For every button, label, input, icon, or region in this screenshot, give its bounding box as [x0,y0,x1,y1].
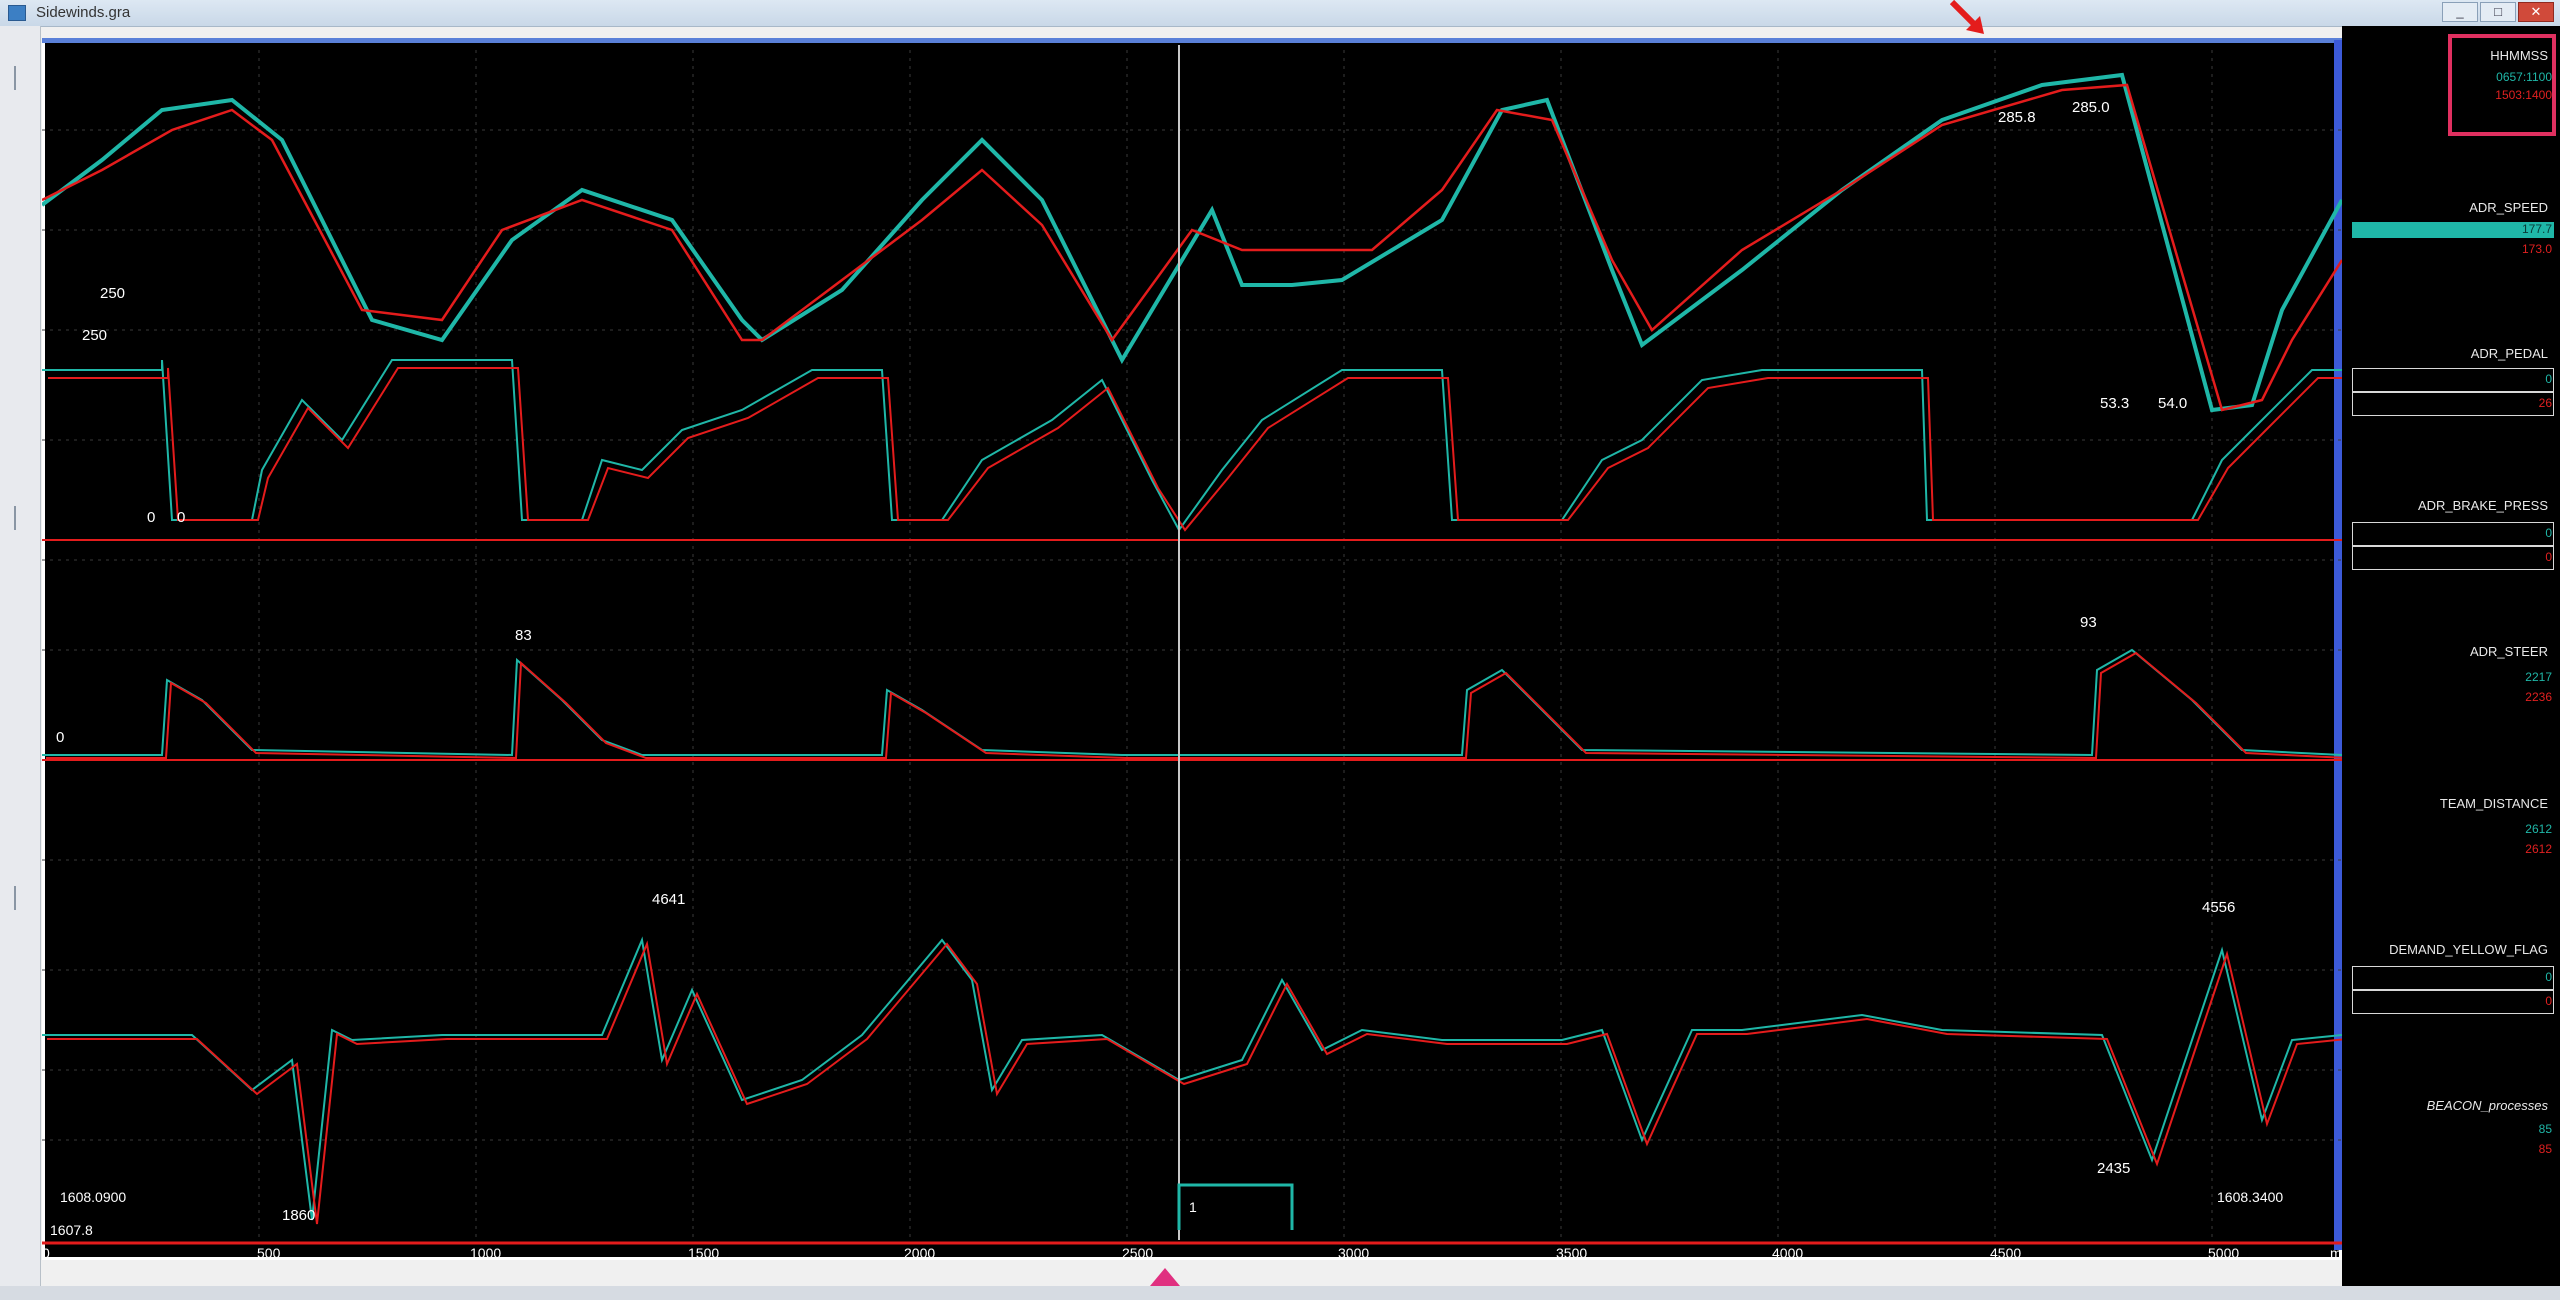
speed-max-label-a: 285.8 [1998,109,2036,126]
channel-value-b: 173.0 [2521,242,2552,256]
speed-max-label-b: 285.0 [2072,99,2110,116]
channel-value-b: 2236 [2525,690,2552,704]
channel-name: ADR_STEER [2469,644,2548,659]
channel-name: ADR_SPEED [2469,200,2548,215]
speed-bar [2352,222,2554,238]
channel-value-a: 85 [2538,1122,2552,1136]
yellow-flag-gauge-a [2352,966,2554,990]
window-title: Sidewinds.gra [36,4,131,21]
maximize-button[interactable]: □ [2480,2,2516,22]
pedal-trace-teal [42,359,2342,532]
lap-marker-box [1177,1183,1294,1230]
channel-value-b: 2612 [2525,842,2552,856]
minimize-button[interactable]: _ [2442,2,2478,22]
channel-name: HHMMSS [2490,48,2548,63]
splitter-handle[interactable] [14,506,16,530]
steer-trace-red [47,940,2342,1225]
yellow-flag-gauge-b [2352,990,2554,1014]
channel-value-b: 0 [2545,994,2552,1008]
speed-min-label-a: 53.3 [2100,395,2129,412]
channel-value-a: 0 [2545,526,2552,540]
pedal-trace-red [48,367,2342,532]
x-tick: 5000 [2208,1245,2239,1260]
x-tick: 0 [42,1245,50,1260]
splitter-handle[interactable] [14,886,16,910]
x-tick: 2500 [1122,1245,1153,1260]
data-traces [42,72,2342,1225]
zero-label-b: 0 [177,509,185,526]
channel-value-a: 0 [2545,372,2552,386]
window-titlebar: Sidewinds.gra _ □ ✕ [0,0,2560,27]
graph-top-border [42,38,2342,43]
brake-trace-red [46,651,2342,760]
steer-max-label-b: 4556 [2202,899,2235,916]
brake-zero-label: 0 [56,729,64,746]
steer-min-label-b: 2435 [2097,1160,2130,1177]
time-label-c: 1608.3400 [2217,1189,2283,1205]
brake-trace-teal [42,648,2342,757]
brake-gauge-b [2352,546,2554,570]
splitter-handle[interactable] [14,66,16,90]
brake-label-b: 93 [2080,614,2097,631]
channel-value-a: 2217 [2525,670,2552,684]
channel-value-b: 85 [2538,1142,2552,1156]
channel-name: DEMAND_YELLOW_FLAG [2389,942,2548,957]
x-tick: 500 [257,1245,281,1260]
telemetry-graph[interactable]: 285.8 285.0 53.3 54.0 250 250 0 0 83 93 … [42,40,2342,1260]
channel-value-a: 0 [2545,970,2552,984]
pedal-gauge-a [2352,368,2554,392]
window-controls: _ □ ✕ [2442,2,2554,22]
channel-value-b: 0 [2545,550,2552,564]
pedal-label-a: 250 [100,285,125,302]
x-tick: 4500 [1990,1245,2021,1260]
channel-value-b: 26 [2538,396,2552,410]
annotation-arrow-icon [1950,0,1984,34]
grid-lines [42,50,2342,1240]
brake-gauge-a [2352,522,2554,546]
close-button[interactable]: ✕ [2518,2,2554,22]
steer-max-label-a: 4641 [652,891,685,908]
channel-value-a: 0657:1100 [2496,70,2552,84]
zero-label-a: 0 [147,509,155,526]
status-bar [0,1286,2560,1300]
steer-min-label-a: 1860 [282,1207,315,1224]
x-tick: 1000 [470,1245,501,1260]
channel-value-a: 177.7 [2521,222,2552,236]
x-tick: 3500 [1556,1245,1587,1260]
time-label-b: 1607.8 [50,1222,93,1238]
left-toolbar [0,26,41,1286]
channel-value-b: 1503:1400 [2495,88,2552,102]
channel-name: TEAM_DISTANCE [2439,796,2548,811]
channel-panel: HHMMSS 0657:1100 1503:1400 ADR_SPEED 177… [2342,26,2560,1286]
x-tick: 2000 [904,1245,935,1260]
time-label-a: 1608.0900 [60,1189,126,1205]
graph-scrollbar[interactable] [2334,40,2342,1250]
pedal-gauge-b [2352,392,2554,416]
x-tick: 1500 [688,1245,719,1260]
x-tick: 4000 [1772,1245,1803,1260]
x-tick: 3000 [1338,1245,1369,1260]
app-icon [8,5,26,21]
speed-trace-red [42,83,2342,412]
speed-min-label-b: 54.0 [2158,395,2187,412]
pedal-label-b: 250 [82,327,107,344]
x-unit: m [2330,1245,2342,1260]
highlight-box [2448,34,2556,136]
channel-name: BEACON_processes [2426,1098,2548,1113]
brake-label-a: 83 [515,627,532,644]
speed-trace-teal [42,72,2342,413]
channel-name: ADR_BRAKE_PRESS [2417,498,2548,513]
cursor-label: 1 [1189,1199,1197,1215]
channel-name: ADR_PEDAL [2470,346,2548,361]
steer-trace-teal [42,936,2342,1221]
channel-value-a: 2612 [2525,822,2552,836]
